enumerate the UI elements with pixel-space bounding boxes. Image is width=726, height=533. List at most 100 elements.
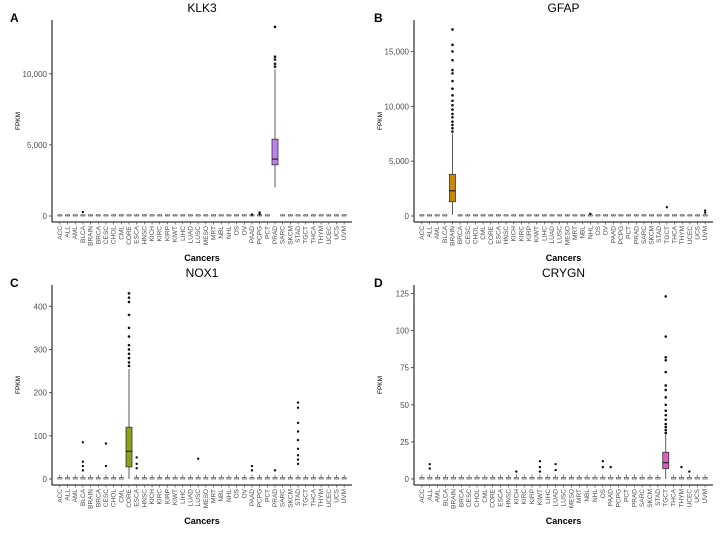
outlier-point [554,462,557,466]
outlier-point [451,126,454,130]
box-paad [608,477,614,480]
x-tick-label: PAAD [608,489,615,507]
y-tick-label: 75 [400,364,409,373]
box-aml [72,477,78,480]
box-cesc [103,477,109,480]
y-tick-label: 125 [396,289,410,298]
outlier-point [703,209,707,212]
x-tick-label: CESC [103,489,110,507]
outlier-point [664,388,668,392]
outlier-point [127,364,131,368]
outlier-point [250,464,254,468]
outlier-point [538,459,542,463]
box-esca [498,477,504,480]
x-tick-label: THCA [310,488,317,506]
y-axis-label: FPKM [377,112,384,130]
chart-panel-c: C NOX1 0 100 200 300 400 FPKM ACC ALL AML BLCA BRAIN… [10,266,352,526]
x-tick-label: AML [434,226,441,240]
outlier-point [680,465,683,469]
x-tick-label: CML [118,489,125,503]
x-tick-label: LUSC [557,226,564,244]
y-tick-label: 0 [405,212,410,221]
x-tick-label: SARC [639,489,646,507]
x-tick-label: KIRC [157,489,164,505]
outlier-point [135,462,138,466]
x-tick-label: BLCA [80,488,87,506]
y-tick-label: 50 [400,401,409,410]
outlier-point [81,210,85,214]
x-tick-label: MESO [203,489,210,508]
x-tick-label: TGCT [664,226,671,244]
outlier-point [127,361,131,364]
x-tick-label: OV [603,225,610,235]
x-tick-label: PRAD [631,489,638,507]
box-nbl [584,477,590,480]
outlier-point [515,470,518,473]
outlier-point [451,72,454,75]
panel-letter: D [374,276,383,290]
x-tick-label: LUSC [195,489,202,507]
chart-title: CRYGN [542,266,585,280]
y-tick-label: 25 [400,438,409,447]
x-tick-label: BLCA [442,225,449,243]
x-tick-label: NHL [226,226,233,239]
box-chol [111,477,117,480]
x-tick-label: PCT [626,226,633,239]
x-tick-label: CML [482,489,489,503]
x-tick-label: NBL [584,489,591,502]
outlier-point [296,458,300,461]
x-tick-label: STAD [295,226,302,243]
outlier-point [554,468,557,472]
x-tick-label: PCPG [257,489,264,507]
x-tick-label: HNSC [505,489,512,508]
outlier-point [664,355,668,359]
x-tick-label: ALL [426,226,433,238]
x-tick-label: MRT [572,226,579,240]
outlier-point [665,206,669,209]
x-tick-label: KICH [511,226,518,242]
x-tick-label: THCA [310,225,317,243]
outlier-point [601,465,605,469]
x-tick-label: CESC [466,489,473,507]
box-esca [134,477,140,480]
x-axis-label: Cancers [546,253,582,263]
x-tick-label: CESC [103,226,110,244]
x-tick-label: NHL [587,226,594,239]
x-tick-label: SKCM [287,489,294,508]
x-tick-label: THYM [318,489,325,507]
x-tick-label: ESCA [495,225,502,243]
box-thca [671,477,677,480]
x-tick-label: LIHC [180,489,187,504]
x-tick-label: OS [234,488,241,498]
box-tgct [662,451,670,470]
outlier-point [296,406,300,409]
x-tick-label: BRAIN [88,489,95,509]
box-luad [553,477,559,480]
outlier-point [296,421,300,425]
outlier-point [664,409,668,413]
box-stad [295,477,301,480]
box-ucec [686,477,692,480]
box-sarc [639,477,645,480]
x-tick-label: UCEC [326,226,333,245]
x-tick-label: NBL [218,489,225,502]
x-tick-label: ACC [57,489,64,503]
x-tick-label: BRCA [95,225,102,244]
box-kirp [165,477,170,480]
box-pct [623,477,629,480]
x-tick-label: UCEC [326,489,333,508]
y-tick-label: 0 [405,475,410,484]
x-tick-label: ACC [57,226,64,240]
x-tick-label: KIRP [164,226,171,241]
x-tick-label: NBL [580,226,587,239]
panel-letter: A [10,11,19,25]
x-tick-label: SKCM [649,226,656,245]
x-tick-label: NHL [592,489,599,502]
x-tick-label: KICH [149,489,156,505]
x-tick-label: MESO [203,226,210,245]
x-tick-label: CML [118,226,125,240]
x-tick-label: PCT [264,489,271,502]
x-tick-label: HNSC [503,226,510,245]
chart-title: NOX1 [186,266,219,280]
box-kiwt [172,477,178,480]
